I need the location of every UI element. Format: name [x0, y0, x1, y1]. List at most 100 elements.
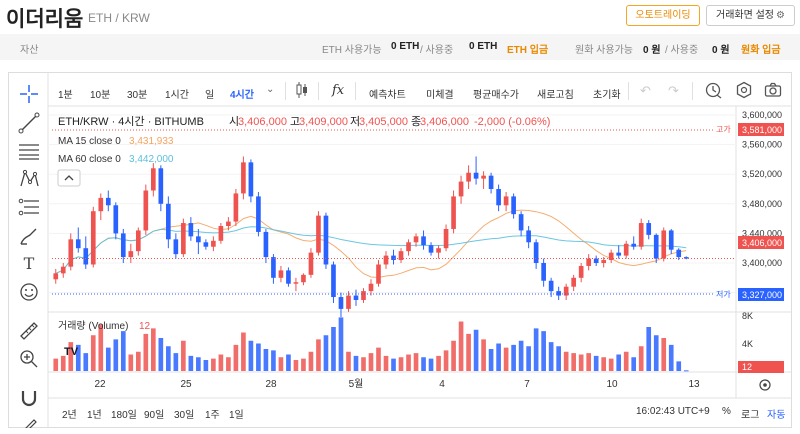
avg-buy-price-button[interactable]: 평균매수가 — [473, 90, 519, 101]
volume-bar — [331, 327, 336, 371]
axis-settings-icon[interactable] — [759, 379, 771, 391]
candle-body — [301, 274, 306, 283]
low-marker-value: 3,327,000 — [742, 290, 782, 300]
toolbar-divider — [355, 82, 356, 100]
candle-body — [90, 211, 96, 265]
volume-bar — [105, 347, 111, 371]
candle-body — [75, 239, 81, 249]
candle-body — [271, 257, 276, 278]
volume-bar — [293, 360, 299, 371]
log-scale-toggle[interactable]: 로그 — [741, 410, 760, 421]
candle-body — [286, 270, 291, 284]
candle-body — [488, 175, 494, 189]
candle-body — [601, 260, 607, 263]
emoji-icon[interactable] — [18, 281, 40, 303]
interval-1m[interactable]: 1분 — [58, 90, 73, 101]
text-tool-icon[interactable]: T — [23, 254, 35, 273]
candle-body — [571, 277, 576, 287]
redo-icon[interactable]: ↷ — [668, 83, 679, 98]
camera-icon[interactable] — [764, 81, 782, 103]
candle-body — [323, 215, 329, 265]
interval-30m[interactable]: 30분 — [127, 90, 148, 101]
legend-collapse-button[interactable] — [57, 169, 81, 187]
forecast-chart-button[interactable]: 예측차트 — [369, 90, 406, 101]
candle-body — [668, 230, 674, 250]
volume-bar — [60, 355, 66, 371]
range-180d[interactable]: 180일 — [111, 410, 137, 421]
eth-deposit-link[interactable]: ETH 입금 — [507, 45, 549, 56]
interval-1h[interactable]: 1시간 — [165, 90, 189, 101]
range-1d[interactable]: 1일 — [229, 410, 244, 421]
interval-4h[interactable]: 4시간 — [230, 90, 254, 101]
candle-body — [511, 196, 516, 215]
candle-body — [526, 230, 531, 243]
candle-body — [398, 251, 404, 261]
indicators-fx-icon[interactable]: fx — [332, 83, 345, 98]
candle-body — [383, 255, 389, 265]
ma15-line — [55, 209, 687, 279]
candle-body — [436, 248, 441, 253]
ruler-icon[interactable] — [18, 320, 40, 342]
percent-scale-toggle[interactable]: % — [722, 406, 731, 417]
price-tick: 3,480,000 — [742, 199, 782, 209]
toolbar-divider — [285, 82, 286, 100]
volume-bar — [563, 351, 569, 371]
reset-button[interactable]: 초기화 — [593, 90, 621, 101]
candle-body — [503, 196, 509, 206]
candle-style-icon[interactable] — [295, 81, 309, 103]
candle-body — [226, 221, 231, 226]
fib-levels-icon[interactable] — [18, 196, 40, 218]
volume-bar — [406, 354, 411, 371]
volume-bar — [436, 355, 441, 371]
volume-bar — [120, 331, 126, 371]
pattern-icon[interactable] — [18, 168, 40, 190]
screen-settings-label: 거래화면 설정 — [716, 10, 774, 21]
auto-scale-toggle[interactable]: 자동 — [767, 410, 786, 421]
candle-body — [406, 242, 411, 252]
low-marker-label: 저가 — [716, 290, 731, 299]
interval-day[interactable]: 일 — [205, 90, 215, 101]
volume-label: 거래량 (Volume) — [58, 320, 128, 332]
screen-settings-button[interactable]: 거래화면 설정 ⚙ — [706, 5, 795, 26]
candle-body — [466, 172, 471, 182]
refresh-button[interactable]: 새로고침 — [537, 90, 574, 101]
horizontal-lines-icon[interactable] — [18, 140, 40, 162]
auto-trade-button[interactable]: 오토트레이딩 — [626, 5, 700, 26]
volume-bar — [608, 358, 614, 371]
range-1w[interactable]: 1주 — [205, 410, 220, 421]
interval-10m[interactable]: 10분 — [90, 90, 111, 101]
asset-bar: 자산 ETH 사용가능 0 ETH / 사용중 0 ETH ETH 입금 원화 … — [0, 34, 800, 60]
zoom-in-icon[interactable] — [18, 348, 40, 370]
open-orders-button[interactable]: 미체결 — [426, 90, 454, 101]
chevron-down-icon[interactable]: ⌄ — [266, 84, 275, 95]
range-90d[interactable]: 90일 — [144, 410, 165, 421]
candle-body — [338, 297, 344, 309]
candle-body — [331, 264, 336, 298]
brush-icon[interactable] — [18, 225, 40, 247]
range-1y[interactable]: 1년 — [87, 410, 102, 421]
legend-open-value: 3,406,000 — [238, 116, 287, 128]
time-tick: 28 — [265, 379, 277, 390]
alert-clock-icon[interactable] — [704, 81, 722, 103]
time-tick: 5월 — [349, 378, 364, 390]
candle-body — [541, 263, 546, 281]
volume-bar — [616, 354, 622, 371]
candle-body — [316, 215, 321, 253]
candle-body — [113, 205, 119, 234]
crosshair-icon[interactable] — [18, 83, 40, 105]
volume-bar — [256, 343, 261, 371]
krw-deposit-link[interactable]: 원화 입금 — [741, 45, 781, 56]
volume-bar — [653, 335, 659, 371]
price-tick: 3,560,000 — [742, 140, 782, 150]
range-30d[interactable]: 30일 — [174, 410, 195, 421]
settings-hexagon-icon[interactable] — [735, 81, 753, 103]
pencil-icon[interactable] — [18, 414, 40, 428]
range-2y[interactable]: 2년 — [62, 410, 77, 421]
trend-line-icon[interactable] — [18, 112, 40, 134]
undo-icon[interactable]: ↶ — [640, 83, 651, 98]
candle-body — [181, 223, 186, 255]
toolbar-divider — [318, 82, 319, 100]
magnet-icon[interactable] — [18, 387, 40, 409]
legend-close-value: 3,406,000 — [420, 116, 469, 128]
